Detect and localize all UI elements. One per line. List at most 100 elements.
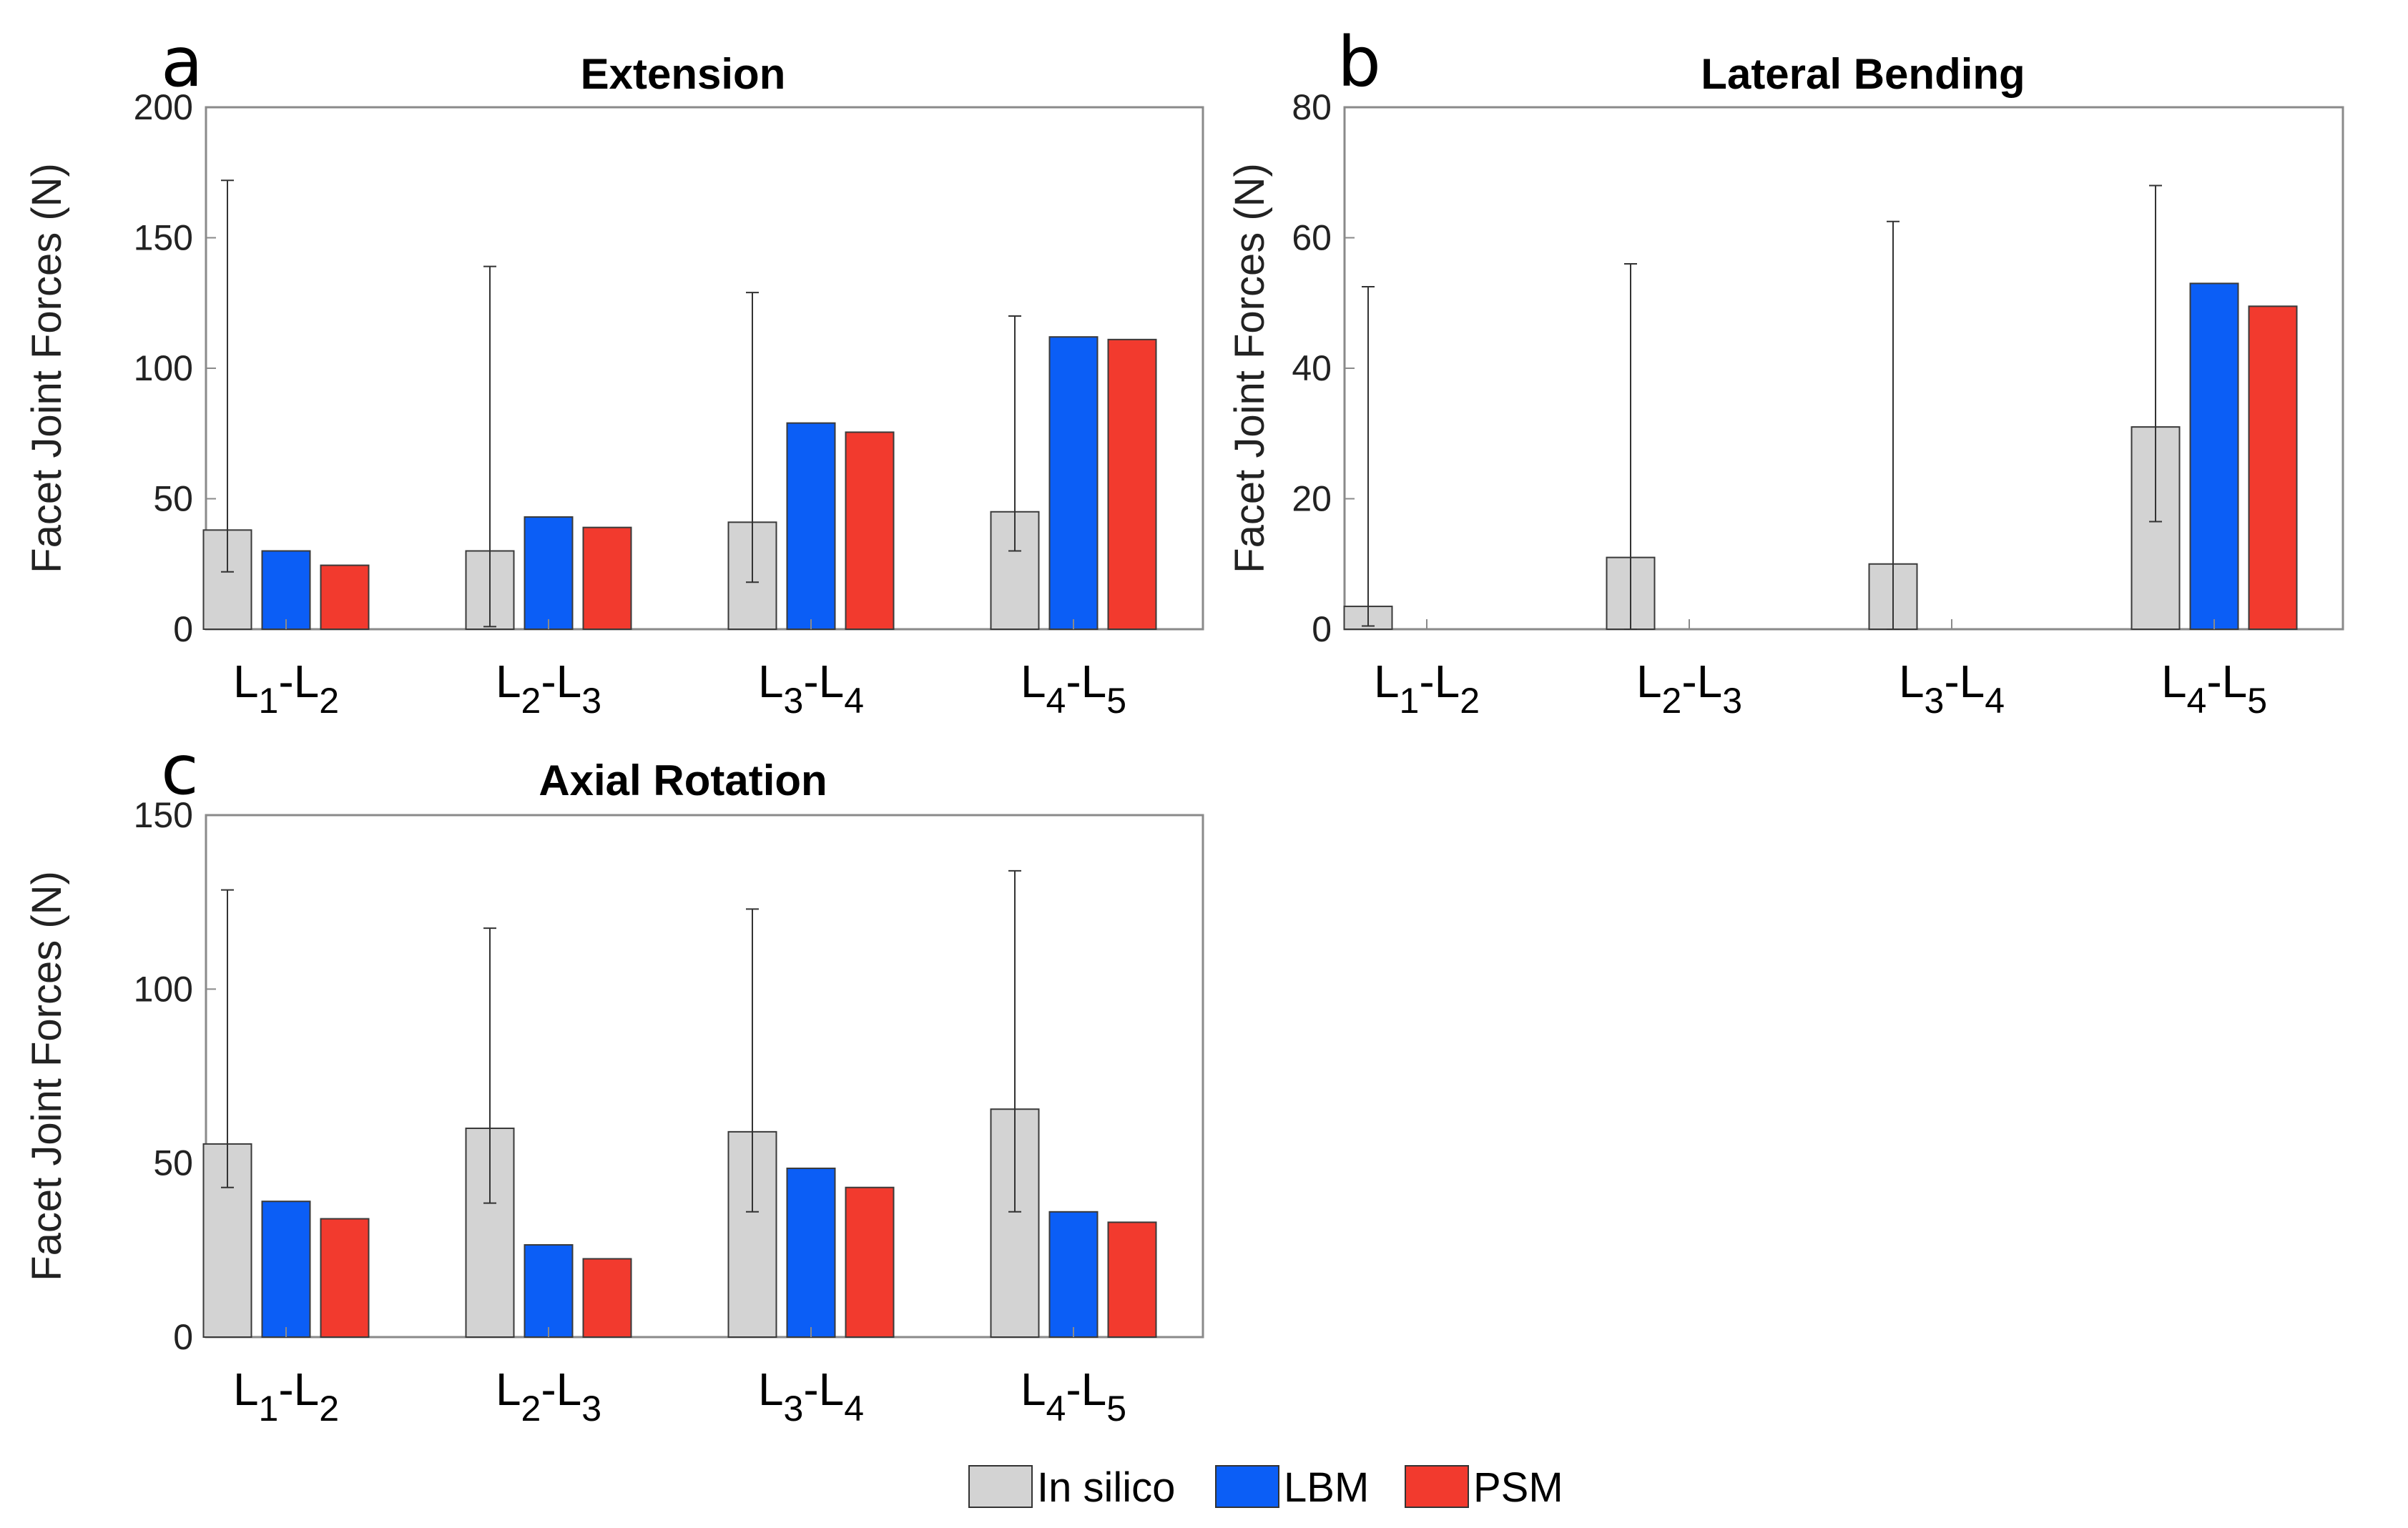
bar-psm-a-2	[582, 526, 632, 631]
x-tick-label-a-3: L3-L4	[758, 656, 864, 721]
x-tick-label-part: -	[1419, 656, 1434, 707]
x-tick-label-part: 5	[1106, 681, 1126, 721]
x-tick-label-a-2: L2-L3	[496, 656, 601, 721]
x-tick-label-a-4: L4-L5	[1021, 656, 1126, 721]
y-tick-label: 0	[173, 609, 193, 649]
bar-psm-b-4	[2248, 305, 2298, 630]
x-tick-label-part: L	[2222, 656, 2248, 707]
x-tick-label-a-1: L1-L2	[233, 656, 339, 721]
panel-label-a: a	[161, 22, 203, 102]
bar-psm-c-3	[845, 1186, 895, 1338]
x-tick-label-part: L	[1435, 656, 1460, 707]
x-tick-label-part: -	[278, 1364, 293, 1415]
x-tick-label-part: 4	[844, 681, 864, 721]
x-tick-label-part: 5	[2247, 681, 2267, 721]
x-tick-label-part: 2	[319, 681, 339, 721]
bar-lbm-a-2	[524, 516, 574, 630]
x-tick-label-part: 5	[1106, 1389, 1126, 1429]
x-tick-label-part: L	[294, 1364, 320, 1415]
x-tick-label-part: -	[1066, 1364, 1081, 1415]
x-tick-label-part: 4	[2187, 681, 2207, 721]
bar-lbm-c-1	[261, 1201, 311, 1338]
x-tick-label-part: 2	[521, 681, 541, 721]
x-tick-label-part: 2	[1662, 681, 1682, 721]
x-tick-label-b-1: L1-L2	[1374, 656, 1480, 721]
x-tick-label-part: 2	[1460, 681, 1480, 721]
x-tick-label-part: 4	[1046, 1389, 1066, 1429]
x-tick-label-part: -	[2206, 656, 2221, 707]
x-tick-label-part: L	[233, 656, 259, 707]
x-tick-label-c-1: L1-L2	[233, 1364, 339, 1429]
x-tick-label-part: -	[1944, 656, 1959, 707]
x-tick-label-part: L	[819, 656, 845, 707]
bar-lbm-a-4	[1048, 336, 1099, 630]
x-tick-label-c-3: L3-L4	[758, 1364, 864, 1429]
x-tick-label-part: L	[1697, 656, 1723, 707]
x-tick-label-part: -	[1681, 656, 1696, 707]
x-tick-label-part: 4	[844, 1389, 864, 1429]
y-tick-label: 150	[134, 218, 193, 258]
x-tick-label-part: L	[1021, 656, 1046, 707]
x-tick-label-part: -	[278, 656, 293, 707]
x-tick-label-part: L	[294, 656, 320, 707]
x-tick-label-part: 3	[784, 681, 804, 721]
y-tick-label: 50	[153, 479, 193, 519]
x-tick-label-part: L	[758, 656, 784, 707]
y-tick-label: 0	[1312, 609, 1332, 649]
legend-label-psm: PSM	[1473, 1464, 1563, 1511]
y-tick-label: 0	[173, 1317, 193, 1357]
bar-lbm-c-4	[1048, 1211, 1099, 1339]
legend-swatch-psm	[1405, 1465, 1469, 1508]
x-tick-label-part: L	[496, 1364, 521, 1415]
x-tick-label-part: 2	[521, 1389, 541, 1429]
y-tick-label: 80	[1292, 87, 1332, 127]
panel-c: c Axial Rotation Facet Joint Forces (N) …	[24, 730, 1204, 1429]
x-tick-label-part: -	[541, 656, 556, 707]
x-tick-label-c-4: L4-L5	[1021, 1364, 1126, 1429]
panel-a: a Extension Facet Joint Forces (N) 0 50 10…	[24, 22, 1204, 721]
y-tick-label: 100	[134, 348, 193, 388]
x-tick-label-part: 2	[319, 1389, 339, 1429]
legend: In silico LBM PSM	[968, 1464, 1563, 1511]
x-tick-label-part: L	[556, 1364, 582, 1415]
x-tick-label-part: 3	[1925, 681, 1945, 721]
panel-label-b: b	[1337, 22, 1381, 102]
x-tick-label-part: -	[541, 1364, 556, 1415]
x-tick-label-part: L	[819, 1364, 845, 1415]
legend-label-lbm: LBM	[1284, 1464, 1369, 1511]
bar-lbm-c-2	[524, 1244, 574, 1338]
bar-lbm-c-3	[786, 1167, 836, 1339]
bar-psm-a-3	[845, 431, 895, 630]
y-tick-label: 60	[1292, 218, 1332, 258]
bar-psm-c-4	[1107, 1221, 1157, 1339]
x-tick-label-part: L	[758, 1364, 784, 1415]
x-tick-label-part: L	[1899, 656, 1925, 707]
y-tick-label: 20	[1292, 479, 1332, 519]
legend-swatch-in-silico	[968, 1465, 1033, 1508]
x-tick-label-b-3: L3-L4	[1899, 656, 2005, 721]
x-tick-label-part: 3	[581, 1389, 601, 1429]
bar-lbm-b-4	[2189, 282, 2239, 630]
bar-lbm-a-3	[786, 422, 836, 631]
y-tick-label: 50	[153, 1143, 193, 1183]
panel-label-c: c	[161, 730, 199, 810]
x-tick-label-part: 1	[259, 681, 279, 721]
x-tick-label-part: -	[803, 1364, 818, 1415]
x-tick-label-part: L	[1960, 656, 1985, 707]
y-tick-label: 200	[134, 87, 193, 127]
x-tick-label-part: 4	[1046, 681, 1066, 721]
x-tick-label-part: -	[1066, 656, 1081, 707]
x-tick-label-part: 3	[784, 1389, 804, 1429]
bar-lbm-a-1	[261, 550, 311, 630]
x-tick-label-part: L	[2161, 656, 2187, 707]
x-tick-label-part: L	[1081, 656, 1107, 707]
legend-swatch-lbm	[1215, 1465, 1279, 1508]
bar-psm-a-4	[1107, 338, 1157, 630]
bar-psm-c-1	[320, 1218, 370, 1338]
x-tick-label-part: L	[1081, 1364, 1107, 1415]
y-axis-label-b: Facet Joint Forces (N)	[1227, 163, 1273, 573]
x-tick-label-b-4: L4-L5	[2161, 656, 2267, 721]
